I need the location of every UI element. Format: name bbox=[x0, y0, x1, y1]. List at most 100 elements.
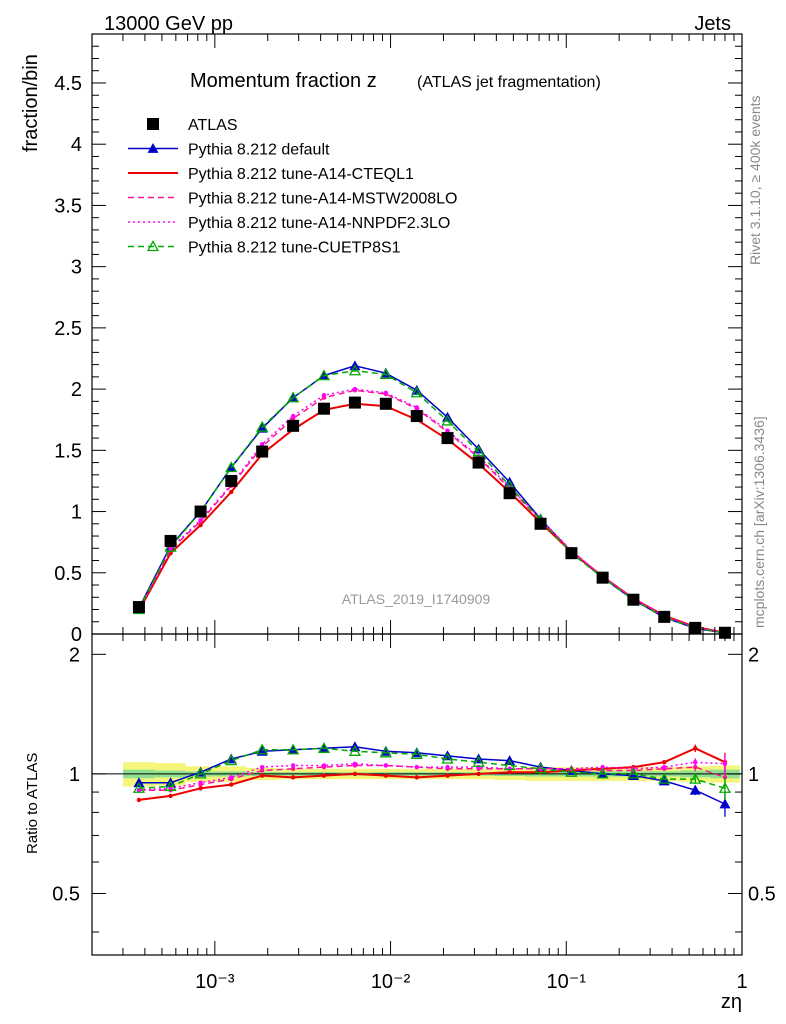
ratio-tick-label-right: 1 bbox=[748, 764, 759, 786]
ratio-point bbox=[445, 764, 450, 770]
ratio-point bbox=[658, 772, 671, 784]
y-tick-label: 0.5 bbox=[54, 563, 82, 585]
y-tick-label: 4.5 bbox=[54, 73, 82, 95]
ratio-point bbox=[229, 775, 234, 780]
ratio-point bbox=[229, 782, 234, 787]
data-point bbox=[596, 571, 609, 584]
y-tick-label: 1.5 bbox=[54, 440, 82, 462]
data-point bbox=[132, 601, 145, 614]
data-point bbox=[352, 386, 358, 392]
ratio-point bbox=[538, 766, 543, 771]
data-point bbox=[259, 442, 265, 447]
legend-marker bbox=[147, 118, 159, 130]
ratio-point bbox=[689, 772, 702, 784]
ratio-point bbox=[600, 764, 605, 770]
ratio-point bbox=[136, 787, 142, 793]
data-point bbox=[565, 547, 578, 560]
legend-entry: Pythia 8.212 tune-CUETP8S1 bbox=[128, 240, 401, 257]
series-5 bbox=[132, 364, 732, 800]
data-point bbox=[287, 419, 300, 432]
process-label: 13000 GeV pp bbox=[104, 13, 233, 35]
ratio-point bbox=[259, 773, 265, 778]
ratio-point bbox=[693, 760, 698, 765]
series-layer bbox=[132, 360, 732, 817]
series-ratio-line bbox=[138, 747, 726, 790]
data-point bbox=[256, 445, 269, 458]
data-point bbox=[445, 428, 450, 433]
ratio-tick-label: 2 bbox=[69, 644, 80, 666]
x-tick-label: 10⁻² bbox=[371, 971, 411, 993]
data-point bbox=[198, 517, 203, 523]
analysis-id-label: ATLAS_2019_I1740909 bbox=[342, 591, 491, 607]
data-point bbox=[290, 413, 296, 419]
y-tick-label: 4 bbox=[71, 134, 82, 156]
data-point bbox=[321, 393, 327, 398]
category-label: Jets bbox=[694, 13, 731, 35]
ratio-tick-label-right: 0.5 bbox=[748, 883, 776, 905]
ratio-point bbox=[627, 767, 640, 779]
ratio-point bbox=[693, 746, 698, 751]
ratio-point bbox=[321, 763, 327, 768]
ratio-panel-frame bbox=[91, 633, 743, 956]
data-point bbox=[658, 610, 671, 623]
legend-entry: Pythia 8.212 tune-A14-MSTW2008LO bbox=[128, 191, 457, 208]
x-axis-label: zη bbox=[721, 991, 742, 1013]
data-point bbox=[441, 414, 454, 426]
data-point bbox=[194, 505, 207, 518]
data-point bbox=[383, 390, 389, 395]
series-0 bbox=[132, 396, 731, 639]
legend-entry: Pythia 8.212 tune-A14-NNPDF2.3LO bbox=[128, 215, 450, 232]
chart-title-group: Momentum fraction z (ATLAS jet fragmenta… bbox=[190, 70, 601, 92]
ratio-point bbox=[441, 752, 454, 764]
ratio-point bbox=[164, 780, 177, 792]
ratio-point bbox=[472, 755, 485, 767]
chart-subtitle: (ATLAS jet fragmentation) bbox=[417, 74, 601, 91]
data-point bbox=[168, 546, 173, 551]
ratio-point bbox=[348, 744, 362, 756]
data-point bbox=[472, 445, 485, 457]
x-tick-label: 10⁻¹ bbox=[547, 971, 587, 993]
ratio-point bbox=[662, 764, 667, 770]
ratio-point bbox=[198, 786, 203, 791]
data-point bbox=[441, 432, 454, 445]
legend-label: Pythia 8.212 tune-CUETP8S1 bbox=[188, 240, 401, 257]
legend-entry: Pythia 8.212 tune-A14-CTEQL1 bbox=[128, 166, 414, 183]
legend-entry: ATLAS bbox=[147, 117, 238, 134]
ratio-point bbox=[256, 743, 269, 755]
ratio-point bbox=[722, 761, 728, 767]
ratio-point bbox=[414, 775, 419, 780]
rivet-label: Rivet 3.1.10, ≥ 400k events bbox=[747, 95, 763, 265]
data-point bbox=[229, 489, 234, 495]
ratio-point bbox=[414, 764, 419, 770]
ratio-point bbox=[410, 748, 423, 759]
legend-label: Pythia 8.212 tune-A14-MSTW2008LO bbox=[188, 191, 457, 208]
ratio-point bbox=[476, 771, 481, 777]
ratio-tick-label: 0.5 bbox=[52, 883, 80, 905]
data-point bbox=[256, 420, 269, 432]
series-ratio-line bbox=[138, 746, 726, 805]
ratio-point bbox=[662, 760, 667, 765]
ratio-point bbox=[132, 781, 146, 793]
ratio-point bbox=[259, 764, 265, 770]
ratio-point bbox=[596, 767, 609, 779]
y-tick-label: 2.5 bbox=[54, 318, 82, 340]
ratio-point bbox=[507, 769, 512, 775]
legend-marker bbox=[147, 143, 159, 153]
ratio-point bbox=[287, 743, 300, 755]
data-point bbox=[348, 364, 362, 376]
data-point bbox=[225, 461, 238, 473]
y-tick-label: 3.5 bbox=[54, 195, 82, 217]
legend-label: Pythia 8.212 tune-A14-CTEQL1 bbox=[188, 166, 414, 183]
data-point bbox=[627, 593, 640, 606]
ratio-point bbox=[136, 797, 142, 803]
legend-marker bbox=[146, 240, 160, 252]
x-tick-label: 1 bbox=[736, 971, 747, 993]
ratio-point bbox=[565, 765, 578, 777]
series-4 bbox=[136, 386, 728, 793]
ratio-point bbox=[507, 766, 512, 771]
ratio-point bbox=[534, 762, 547, 774]
data-point bbox=[410, 410, 423, 423]
y-tick-label: 3 bbox=[71, 257, 82, 279]
ratio-point bbox=[290, 775, 296, 780]
